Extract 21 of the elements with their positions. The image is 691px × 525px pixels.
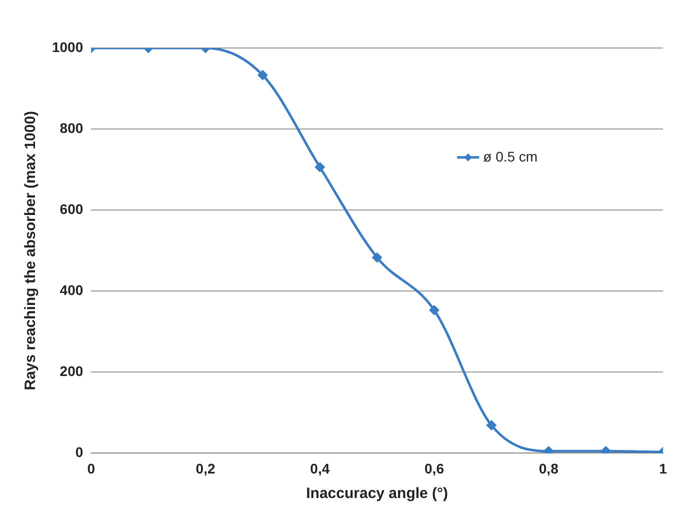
y-tick-label: 800 [60, 120, 84, 136]
point [544, 446, 554, 454]
y-tick-label: 200 [60, 363, 84, 380]
x-tick-label: 0 [87, 460, 96, 476]
point [486, 420, 496, 430]
point [315, 162, 325, 172]
y-tick-label: 1000 [52, 38, 84, 55]
point [601, 446, 611, 454]
y-axis-title: Rays reaching the absorber (max 1000) [22, 110, 40, 390]
x-tick-label: 0,6 [424, 460, 444, 476]
x-tick-label: 0,4 [310, 460, 330, 476]
point [372, 252, 382, 262]
x-tick-label: 0,2 [196, 460, 216, 476]
legend-label: ø 0.5 cm [483, 148, 538, 164]
y-tick-label: 600 [60, 200, 84, 217]
x-axis-title: Inaccuracy angle (°) [306, 485, 448, 502]
point [430, 305, 440, 315]
y-tick-label: 400 [60, 282, 84, 298]
y-tick-label: 0 [75, 444, 84, 460]
x-tick-label: 1 [659, 460, 668, 476]
x-tick-label: 0,8 [538, 460, 559, 476]
